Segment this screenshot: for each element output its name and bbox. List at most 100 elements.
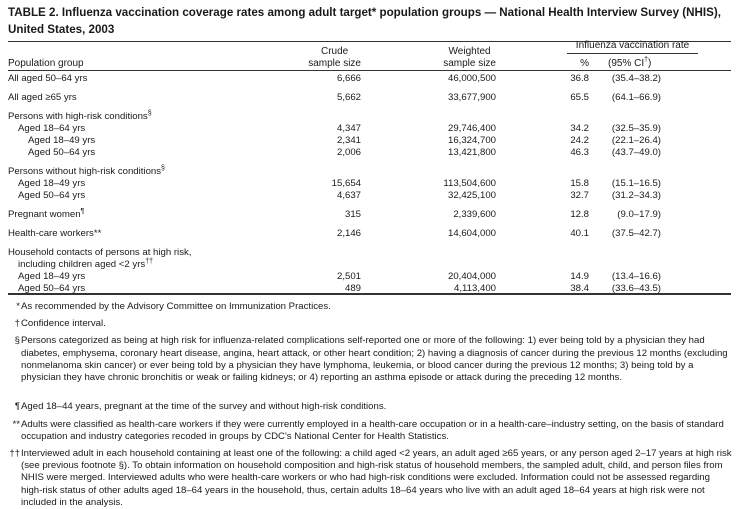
footnote: * As recommended by the Advisory Committe… (8, 301, 733, 313)
footnote: ¶ Aged 18–44 years, pregnant at the time … (8, 401, 733, 413)
weighted-sample-size: 16,324,700 (447, 135, 496, 146)
weighted-sample-size: 29,746,400 (447, 123, 496, 134)
confidence-interval: (22.1–26.4) (611, 135, 661, 146)
row-label: Aged 18–49 yrs (18, 271, 86, 282)
weighted-sample-size: 20,404,000 (447, 271, 496, 282)
row-label: Aged 50–64 yrs (18, 190, 86, 201)
confidence-interval: (15.1–16.5) (611, 178, 661, 189)
header-crude: Crude sample size (308, 46, 361, 69)
crude-sample-size: 2,146 (336, 228, 361, 239)
footnote: ** Adults were classified as health-care … (8, 419, 733, 443)
table-row: All aged 50–64 yrs 6,666 46,000,500 36.8 (35… (0, 73, 741, 85)
footnote-mark: § (14, 335, 20, 347)
table-row: Aged 50–64 yrs 2,006 13,421,800 46.3 (43.7–4… (0, 147, 741, 159)
weighted-sample-size: 33,677,900 (447, 92, 496, 103)
footnote-text: Aged 18–44 years, pregnant at the time o… (21, 401, 387, 413)
table-row: Aged 18–49 yrs 15,654 113,504,600 15.8 (15.1… (0, 178, 741, 190)
crude-sample-size: 6,666 (336, 73, 361, 84)
row-label: Aged 18–64 yrs (18, 123, 86, 134)
header-population-group: Population group (8, 58, 84, 69)
weighted-sample-size: 46,000,500 (447, 73, 496, 84)
weighted-sample-size: 2,339,600 (453, 209, 496, 220)
confidence-interval: (32.5–35.9) (611, 123, 661, 134)
weighted-sample-size: 14,604,000 (447, 228, 496, 239)
row-label: All aged 50–64 yrs (8, 73, 88, 84)
footnote-mark: † (14, 318, 20, 330)
crude-sample-size: 4,347 (336, 123, 361, 134)
vaccination-pct: 36.8 (570, 73, 589, 84)
row-label: All aged ≥65 yrs (8, 92, 77, 103)
confidence-interval: (64.1–66.9) (611, 92, 661, 103)
footnote-text: Persons categorized as being at high ris… (21, 335, 728, 383)
footnote-mark: * (16, 301, 20, 312)
weighted-sample-size: 32,425,100 (447, 190, 496, 201)
row-label: Aged 18–49 yrs (28, 135, 96, 146)
vaccination-pct: 46.3 (570, 147, 589, 158)
table-row: Pregnant women¶ 315 2,339,600 12.8 (9.0–17.9… (0, 207, 741, 221)
header-pct: % (580, 58, 589, 69)
row-label: Persons with high-risk conditions§ (8, 109, 152, 122)
crude-sample-size: 2,341 (336, 135, 361, 146)
table-row: Household contacts of persons at high ri… (0, 247, 741, 259)
header-rule (8, 70, 731, 71)
weighted-sample-size: 113,504,600 (443, 178, 496, 189)
footnote-text: Adults were classified as health-care wo… (21, 418, 724, 442)
table-row: Aged 50–64 yrs 489 4,113,400 38.4 (33.6–43.5… (0, 283, 741, 295)
header-rate-group: Influenza vaccination rate (567, 40, 698, 54)
row-label: Household contacts of persons at high ri… (8, 247, 192, 258)
header-ci: (95% CI†) (608, 56, 652, 69)
vaccination-pct: 15.8 (570, 178, 589, 189)
confidence-interval: (13.4–16.6) (611, 271, 661, 282)
header-weighted: Weighted sample size (443, 46, 496, 69)
vaccination-pct: 12.8 (570, 209, 589, 220)
footnote-mark: ** (12, 418, 20, 430)
confidence-interval: (9.0–17.9) (617, 209, 661, 220)
crude-sample-size: 315 (344, 209, 361, 220)
vaccination-pct: 32.7 (570, 190, 589, 201)
confidence-interval: (37.5–42.7) (611, 228, 661, 239)
vaccination-pct: 34.2 (570, 123, 589, 134)
footnote-mark: ¶ (14, 401, 20, 413)
table-row: including children aged <2 yrs†† (0, 257, 741, 271)
vaccination-pct: 24.2 (570, 135, 589, 146)
table-row: Aged 18–49 yrs 2,501 20,404,000 14.9 (13.4–1… (0, 271, 741, 283)
footnote-text: Confidence interval. (21, 318, 106, 330)
weighted-sample-size: 4,113,400 (454, 283, 496, 294)
table-row: Aged 18–64 yrs 4,347 29,746,400 34.2 (32.5–3… (0, 123, 741, 135)
footnote: § Persons categorized as being at high ri… (8, 335, 733, 384)
vaccination-pct: 40.1 (570, 228, 589, 239)
weighted-sample-size: 13,421,800 (447, 147, 496, 158)
row-label: Aged 50–64 yrs (18, 283, 86, 294)
bottom-rule (8, 293, 731, 295)
table-row: All aged ≥65 yrs 5,662 33,677,900 65.5 (64.1… (0, 92, 741, 104)
table-row: Aged 18–49 yrs 2,341 16,324,700 24.2 (22.1–2… (0, 135, 741, 147)
footnote-text: As recommended by the Advisory Committee… (21, 301, 331, 312)
confidence-interval: (33.6–43.5) (611, 283, 661, 294)
row-label: Pregnant women¶ (8, 207, 85, 220)
footnote: †† Interviewed adult in each household co… (8, 448, 733, 509)
footnote-mark: †† (9, 448, 20, 459)
crude-sample-size: 2,501 (336, 271, 361, 282)
vaccination-pct: 38.4 (570, 283, 589, 294)
table-row: Aged 50–64 yrs 4,637 32,425,100 32.7 (31.2–3… (0, 190, 741, 202)
table-row: Health-care workers** 2,146 14,604,000 40.1… (0, 228, 741, 240)
row-label: Aged 50–64 yrs (28, 147, 96, 158)
row-label: Health-care workers** (8, 228, 102, 239)
row-label: Aged 18–49 yrs (18, 178, 86, 189)
table-title: TABLE 2. Influenza vaccination coverage … (8, 6, 721, 36)
row-label: including children aged <2 yrs†† (18, 257, 153, 270)
crude-sample-size: 2,006 (336, 147, 361, 158)
footnote: † Confidence interval. (8, 318, 733, 330)
vaccination-pct: 14.9 (570, 271, 589, 282)
crude-sample-size: 15,654 (331, 178, 361, 189)
table-row: Persons without high-risk conditions§ (0, 164, 741, 178)
row-label: Persons without high-risk conditions§ (8, 164, 165, 177)
crude-sample-size: 489 (344, 283, 361, 294)
table-row: Persons with high-risk conditions§ (0, 109, 741, 123)
confidence-interval: (43.7–49.0) (611, 147, 661, 158)
crude-sample-size: 4,637 (336, 190, 361, 201)
top-rule (8, 41, 731, 42)
crude-sample-size: 5,662 (336, 92, 361, 103)
confidence-interval: (31.2–34.3) (611, 190, 661, 201)
confidence-interval: (35.4–38.2) (611, 73, 661, 84)
